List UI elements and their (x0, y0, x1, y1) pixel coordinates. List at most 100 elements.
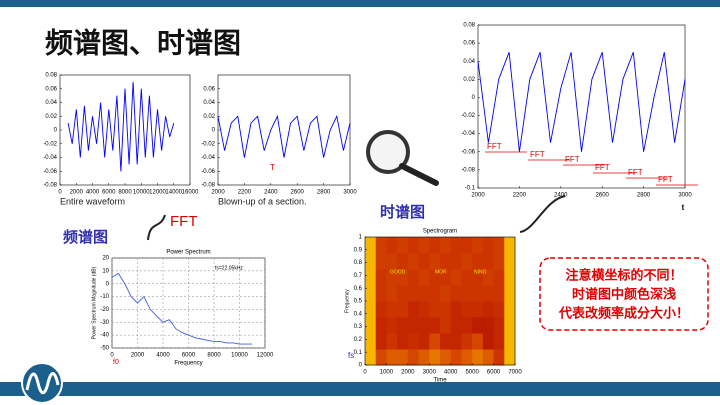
y-tick-label: -10 (100, 294, 109, 300)
x-tick-label: 7000 (508, 370, 522, 376)
heat-cell (365, 269, 377, 286)
heat-cell (386, 333, 398, 350)
heat-cell (397, 301, 409, 318)
heat-cell (418, 333, 430, 350)
y-tick-label: -0.02 (461, 113, 475, 119)
heat-cell (386, 253, 398, 270)
annotation: f0 (113, 359, 119, 366)
heat-cell (429, 301, 441, 318)
note-box (539, 257, 709, 331)
heat-cell (418, 301, 430, 318)
x-tick-label: 2000 (131, 353, 145, 359)
x-tick-label: 12000 (149, 190, 166, 196)
y-tick-label: 0.04 (203, 100, 215, 106)
heat-cell (397, 333, 409, 350)
data-line (217, 114, 351, 158)
heat-cell (482, 269, 495, 286)
spectrum-label: 频谱图 (63, 228, 108, 246)
heat-cell (493, 269, 505, 286)
heat-cell (461, 285, 473, 302)
heat-cell (472, 269, 484, 286)
heat-cell (375, 269, 387, 286)
heat-cell (504, 301, 516, 318)
x-tick-label: 2600 (596, 193, 610, 199)
heat-cell (375, 301, 387, 318)
heat-cell (450, 253, 462, 270)
heat-cell (375, 253, 387, 270)
heat-cell (482, 317, 495, 334)
x-tick-label: 8000 (207, 353, 221, 359)
y-tick-label: 0 (212, 128, 216, 134)
y-tick-label: 0.02 (45, 114, 57, 120)
x-tick-label: 1000 (380, 370, 394, 376)
y-tick-label: -0.02 (201, 141, 215, 147)
data-line (477, 52, 686, 152)
heat-cell (461, 317, 473, 334)
x-tick-label: 2600 (291, 190, 305, 196)
heat-cell (440, 253, 452, 270)
x-tick-label: 0 (110, 353, 114, 359)
heat-cell (472, 237, 484, 254)
y-tick-label: 0.2 (354, 337, 363, 343)
y-tick-label: 0.3 (354, 324, 363, 330)
y-tick-label: 0.04 (463, 59, 475, 65)
heat-cell (375, 317, 387, 334)
annotation: GOOD (390, 269, 406, 275)
y-tick-label: -0.06 (461, 149, 475, 155)
heat-cell (450, 237, 462, 254)
spectrogram-label: 时谱图 (380, 203, 425, 221)
y-tick-label: 0.06 (45, 86, 57, 92)
annotation: FFT (628, 168, 643, 177)
heat-cell (397, 349, 409, 366)
chart-title: Spectrogram (423, 229, 457, 235)
heat-cell (365, 285, 377, 302)
y-tick-label: 0.06 (463, 41, 475, 47)
heat-cell (461, 333, 473, 350)
annotation: MOR (435, 269, 447, 275)
heat-cell (386, 301, 398, 318)
annotation: fs (348, 351, 354, 360)
x-tick-label: 2200 (513, 193, 527, 199)
heat-cell (418, 237, 430, 254)
slide-title: 频谱图、时谱图 (45, 26, 241, 58)
heat-cell (461, 237, 473, 254)
heat-cell (407, 333, 420, 350)
x-tick-label: 14000 (165, 190, 182, 196)
y-tick-label: 0.4 (354, 311, 363, 317)
y-tick-label: 0 (472, 95, 476, 101)
heat-cell (418, 285, 430, 302)
heat-cell (450, 333, 462, 350)
heat-cell (504, 333, 516, 350)
heat-cell (504, 237, 516, 254)
caption: Entire waveform (60, 196, 125, 206)
note-line: 时谱图中颜色深浅 (572, 286, 676, 301)
x-tick-label: 3000 (423, 370, 437, 376)
logo-wave (25, 372, 60, 395)
x-tick-label: 6000 (182, 353, 196, 359)
heat-cell (386, 285, 398, 302)
heat-cell (407, 253, 420, 270)
heat-cell (429, 333, 441, 350)
heat-cell (397, 237, 409, 254)
x-tick-label: 3000 (678, 193, 692, 199)
plot-frame (477, 24, 686, 189)
heat-cell (482, 333, 495, 350)
heat-cell (397, 317, 409, 334)
heat-cell (375, 333, 387, 350)
heat-cell (407, 269, 420, 286)
heat-cell (386, 237, 398, 254)
heat-cell (472, 253, 484, 270)
x-tick-label: 8000 (118, 190, 132, 196)
x-tick-label: 2800 (637, 193, 651, 199)
x-tick-label: 2200 (238, 190, 252, 196)
heat-cell (386, 269, 398, 286)
heat-cell (504, 317, 516, 334)
heat-cell (493, 237, 505, 254)
heat-cell (482, 253, 495, 270)
annotation: FFT (530, 150, 545, 159)
heat-cell (493, 285, 505, 302)
x-tick-label: 2000 (211, 190, 225, 196)
heat-cell (482, 301, 495, 318)
heat-cell (397, 269, 409, 286)
x-tick-label: 2000 (471, 193, 485, 199)
